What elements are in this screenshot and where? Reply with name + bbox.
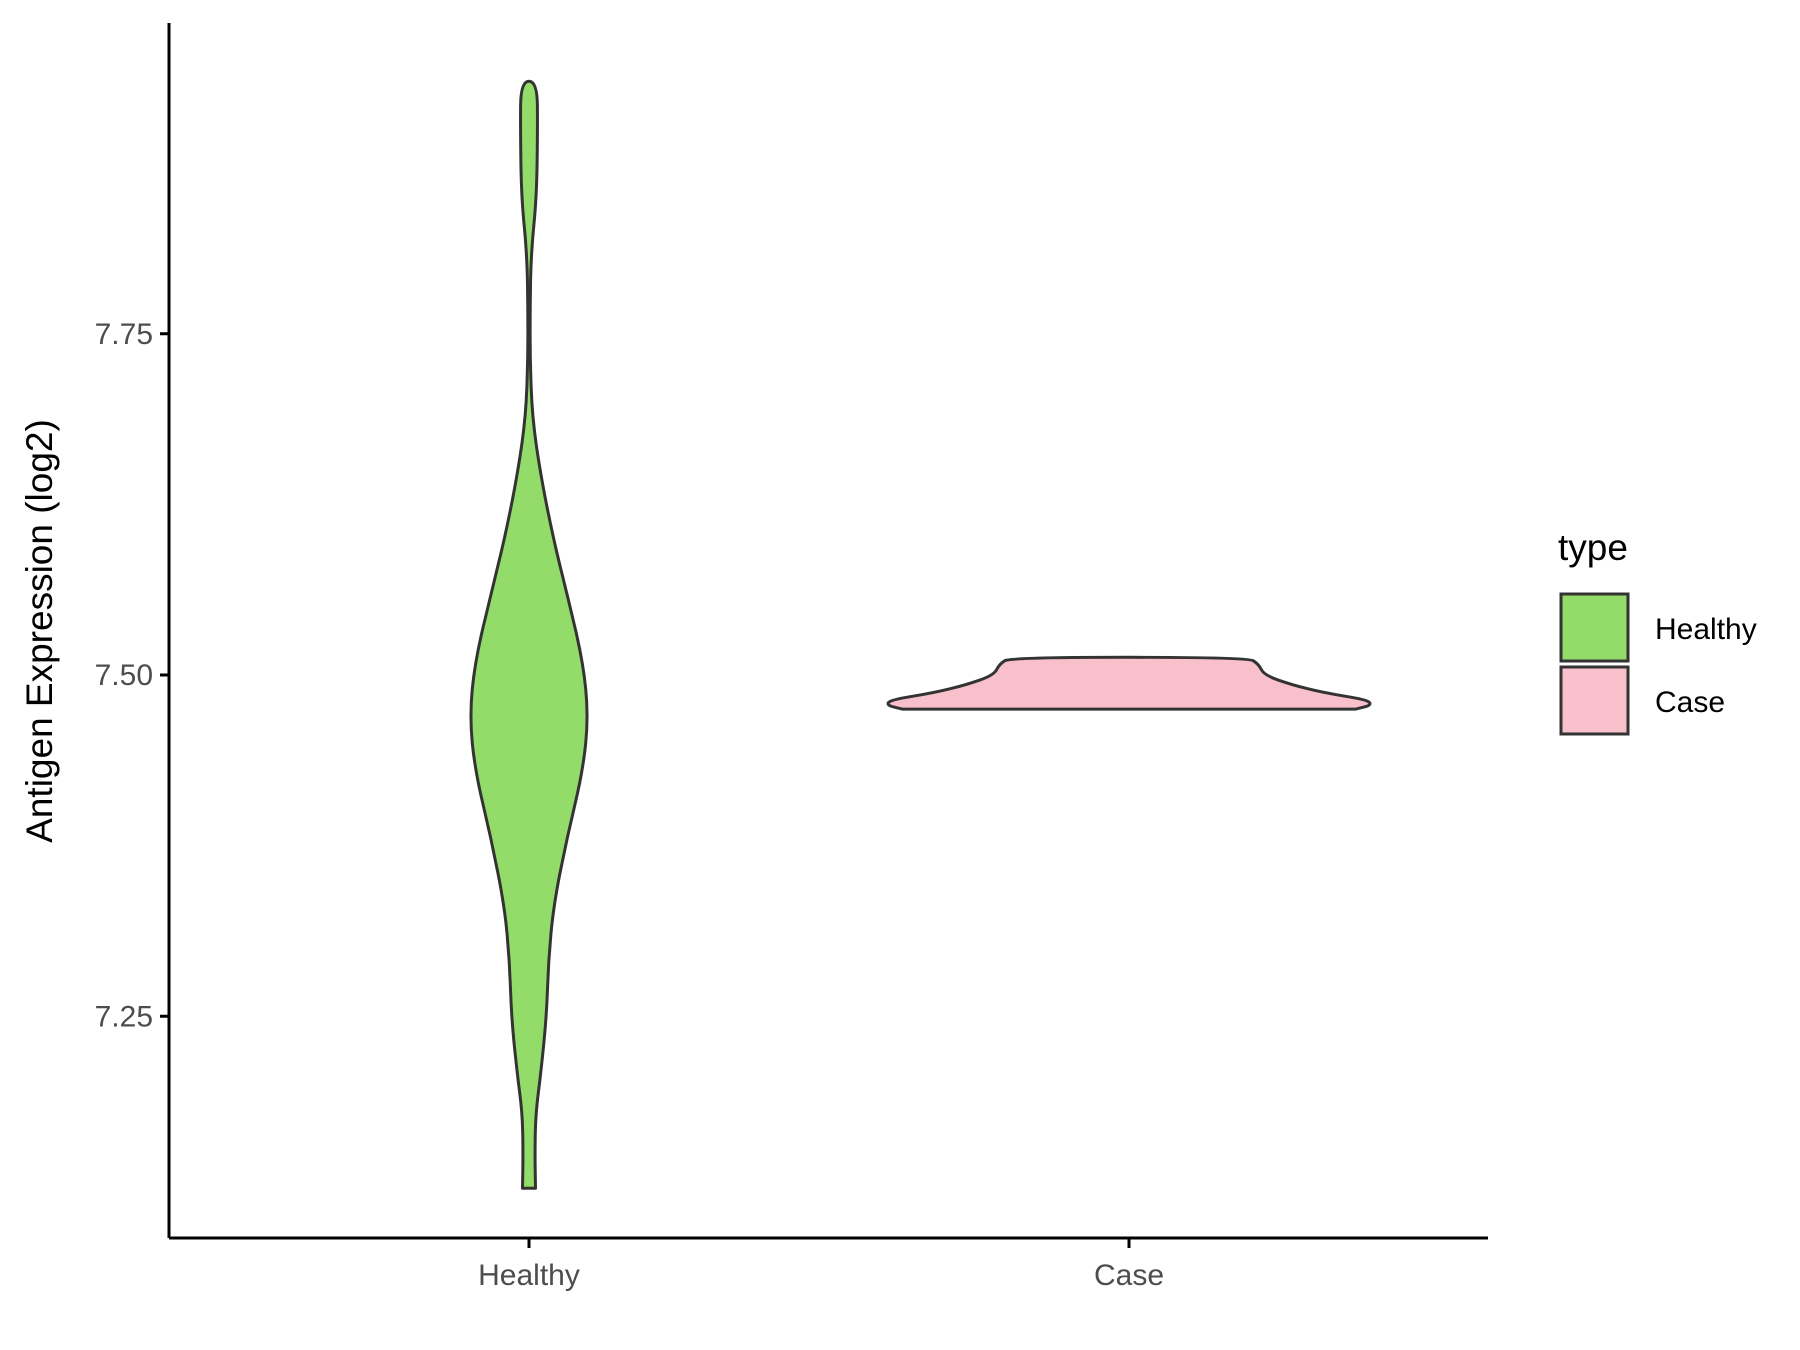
y-tick-label: 7.75 <box>95 318 153 351</box>
y-tick-label: 7.50 <box>95 659 153 692</box>
violin-layer <box>469 79 1372 1190</box>
y-axis-title: Antigen Expression (log2) <box>19 419 60 843</box>
violin-case <box>886 655 1372 711</box>
x-tick-label: Case <box>1094 1259 1164 1292</box>
x-ticks: Healthy Case <box>478 1238 1164 1292</box>
y-tick-label: 7.25 <box>95 1000 153 1033</box>
legend-label-healthy: Healthy <box>1655 613 1757 646</box>
legend-swatch-case <box>1559 665 1630 736</box>
axes <box>167 23 1488 1240</box>
legend-swatch-healthy <box>1559 592 1630 663</box>
legend-title: type <box>1558 527 1628 568</box>
x-tick-label: Healthy <box>478 1259 580 1292</box>
y-ticks: 7.25 7.50 7.75 <box>95 318 169 1033</box>
legend-label-case: Case <box>1655 686 1725 719</box>
violin-healthy <box>469 79 589 1190</box>
legend-entries: Healthy Case <box>1559 592 1757 736</box>
legend: type Healthy Case <box>1558 527 1757 736</box>
